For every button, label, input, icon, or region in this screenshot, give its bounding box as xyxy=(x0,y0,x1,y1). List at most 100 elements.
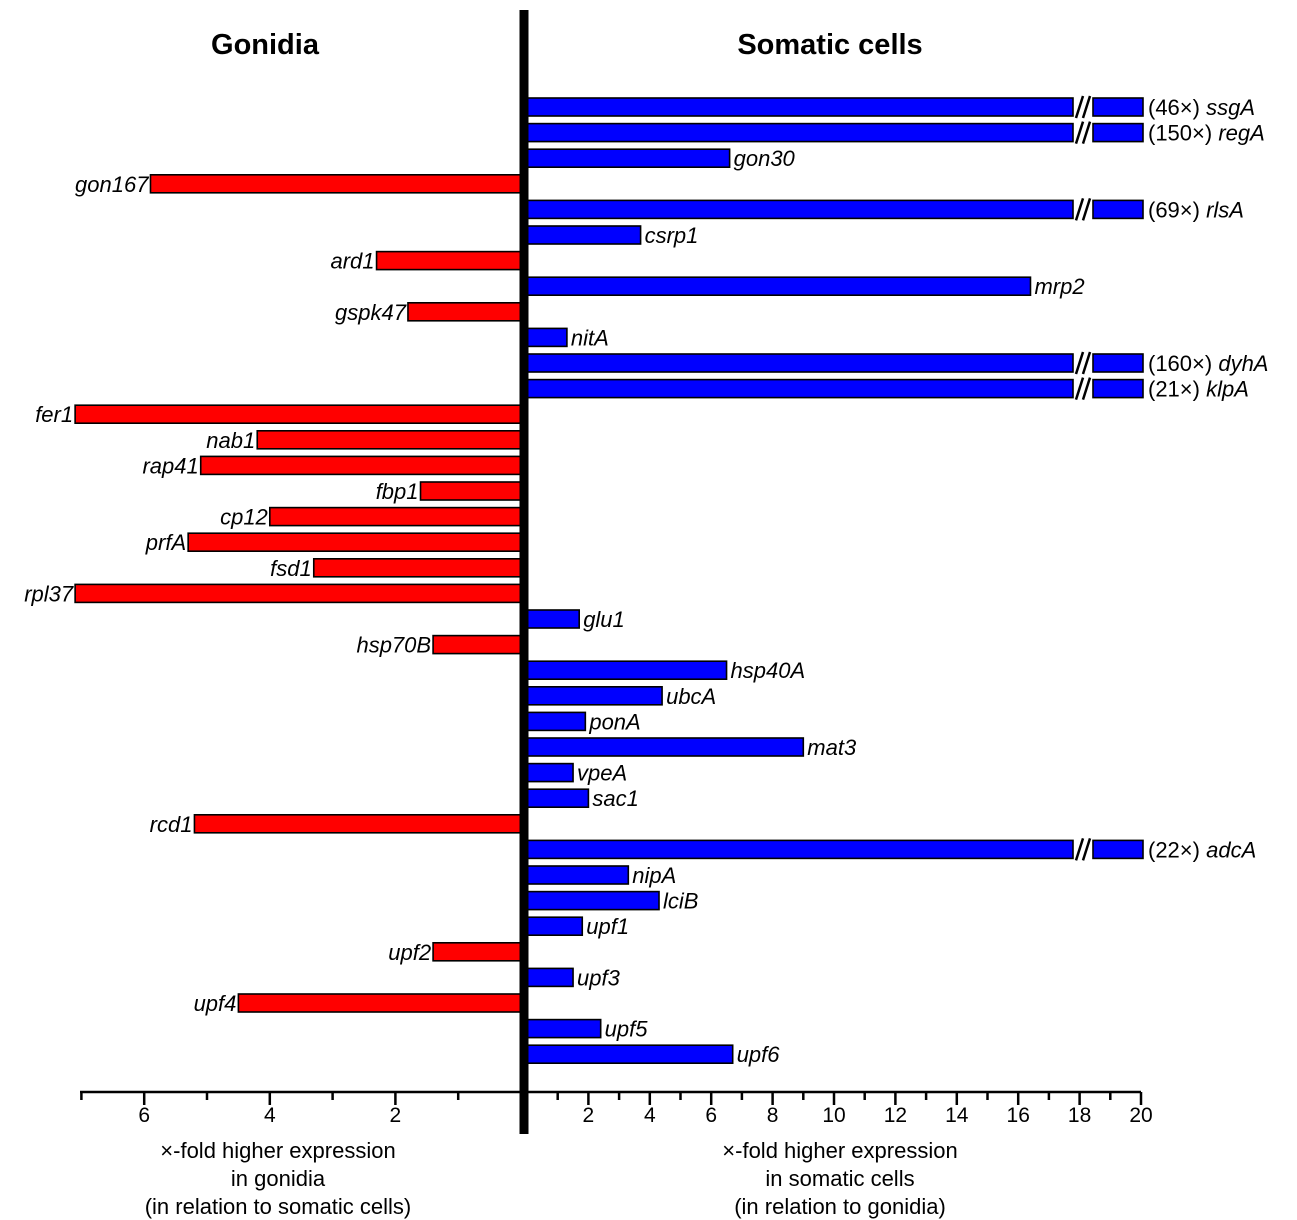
axis-break-mark xyxy=(1081,198,1092,221)
left-xlabel-line-2: in gonidia xyxy=(231,1166,326,1191)
gene-label-lciB: lciB xyxy=(663,889,698,914)
bar-dyhA-segment-2 xyxy=(1092,353,1144,373)
bar-row-ponA: ponA xyxy=(526,709,641,734)
gene-name: regA xyxy=(1218,121,1264,146)
left-panel-title: Gonidia xyxy=(211,29,320,61)
bar-row-prfA: prfA xyxy=(145,530,522,555)
gene-name: adcA xyxy=(1206,837,1256,862)
left-xlabel-line-3: (in relation to somatic cells) xyxy=(145,1194,412,1219)
gene-label-hsp40A: hsp40A xyxy=(731,658,806,683)
bar-csrp1 xyxy=(526,225,642,245)
axis-break-mark xyxy=(1081,95,1092,119)
right-xlabel-line-3: (in relation to gonidia) xyxy=(734,1194,946,1219)
bar-rap41 xyxy=(199,455,522,476)
right-tick-label: 20 xyxy=(1129,1104,1152,1127)
axis-break-mark xyxy=(1081,377,1092,400)
bar-gspk47 xyxy=(407,301,522,322)
bar-glu1 xyxy=(526,609,580,629)
right-tick-label: 10 xyxy=(822,1104,845,1127)
bar-nab1 xyxy=(256,429,522,450)
bar-row-upf5: upf5 xyxy=(526,1017,649,1042)
gene-label-vpeA: vpeA xyxy=(577,761,627,786)
bar-hsp70B xyxy=(432,634,522,655)
right-tick-label: 12 xyxy=(884,1104,907,1127)
gene-label-fer1: fer1 xyxy=(35,402,73,427)
right-tick-label: 16 xyxy=(1007,1104,1030,1127)
gene-label-adcA: (22×) adcA xyxy=(1148,837,1256,862)
gene-label-rap41: rap41 xyxy=(142,453,198,478)
right-tick-label: 6 xyxy=(705,1104,717,1127)
gene-label-dyhA: (160×) dyhA xyxy=(1148,351,1268,376)
gene-label-klpA: (21×) klpA xyxy=(1148,377,1249,402)
bar-sac1 xyxy=(526,788,590,809)
gene-label-regA: (150×) regA xyxy=(1148,121,1265,146)
right-tick-label: 8 xyxy=(767,1104,779,1127)
bar-prfA xyxy=(187,532,522,553)
bar-row-ard1: ard1 xyxy=(331,249,522,274)
bar-row-rpl37: rpl37 xyxy=(24,581,522,606)
bar-nipA xyxy=(526,865,630,885)
bar-row-upf4: upf4 xyxy=(194,991,522,1016)
bar-upf3 xyxy=(526,967,574,988)
right-tick-label: 2 xyxy=(583,1104,595,1127)
fold-note: (150×) xyxy=(1148,121,1218,146)
bar-cp12 xyxy=(268,506,522,527)
axis-break-mark xyxy=(1074,838,1085,861)
bar-row-rlsA: (69×) rlsA xyxy=(526,197,1244,222)
bar-mrp2 xyxy=(526,276,1032,297)
bar-rlsA-segment-2 xyxy=(1092,199,1144,220)
bar-row-nab1: nab1 xyxy=(206,428,522,453)
axis-break-mark xyxy=(1081,838,1092,861)
bar-vpeA xyxy=(526,762,574,783)
gene-label-ponA: ponA xyxy=(588,709,640,734)
bar-dyhA-segment-1 xyxy=(526,353,1074,373)
bar-upf4 xyxy=(237,993,522,1013)
axis-break-mark xyxy=(1074,377,1085,400)
bar-row-sac1: sac1 xyxy=(526,786,639,811)
bar-hsp40A xyxy=(526,660,728,681)
gene-label-ssgA: (46×) ssgA xyxy=(1148,95,1255,120)
left-tick-label: 6 xyxy=(138,1104,150,1127)
bar-row-mrp2: mrp2 xyxy=(526,274,1085,299)
axis-break-mark xyxy=(1074,95,1085,119)
gene-label-upf3: upf3 xyxy=(577,965,621,990)
bar-lciB xyxy=(526,890,660,911)
bar-nitA xyxy=(526,327,568,348)
gene-label-upf2: upf2 xyxy=(388,940,431,965)
bar-regA-segment-1 xyxy=(526,122,1074,143)
axis-break-mark xyxy=(1081,351,1092,375)
bar-row-klpA: (21×) klpA xyxy=(526,377,1249,402)
gene-label-rpl37: rpl37 xyxy=(24,581,74,606)
bar-row-gon30: gon30 xyxy=(526,146,796,171)
gene-label-nitA: nitA xyxy=(571,325,609,350)
bar-ssgA-segment-1 xyxy=(526,97,1074,117)
bar-mat3 xyxy=(526,737,805,757)
gene-label-mat3: mat3 xyxy=(807,735,857,760)
gene-label-sac1: sac1 xyxy=(592,786,638,811)
ticks-layer: 6 4 2 2 4 6 8 10 12 14 16 18 20 xyxy=(80,1092,1153,1127)
bar-row-upf2: upf2 xyxy=(388,940,522,965)
axis-break-mark xyxy=(1074,351,1085,375)
left-tick-label: 4 xyxy=(264,1104,276,1127)
gene-label-prfA: prfA xyxy=(145,530,186,555)
gene-label-ubcA: ubcA xyxy=(666,684,716,709)
gene-name: dyhA xyxy=(1218,351,1268,376)
bar-adcA-segment-1 xyxy=(526,839,1074,860)
right-xlabel-line-1: ×-fold higher expression xyxy=(722,1138,957,1163)
gene-label-upf6: upf6 xyxy=(737,1042,781,1067)
right-panel-title: Somatic cells xyxy=(737,29,922,61)
bar-row-fsd1: fsd1 xyxy=(270,556,522,581)
bar-row-mat3: mat3 xyxy=(526,735,857,760)
bar-gon167 xyxy=(149,174,522,194)
bar-row-dyhA: (160×) dyhA xyxy=(526,351,1268,376)
gene-name: ssgA xyxy=(1206,95,1255,120)
gene-label-cp12: cp12 xyxy=(220,505,268,530)
bar-gon30 xyxy=(526,148,731,168)
gene-label-ard1: ard1 xyxy=(331,249,375,274)
axis-break-mark xyxy=(1074,198,1085,221)
bar-ssgA-segment-2 xyxy=(1092,97,1144,117)
gene-label-upf5: upf5 xyxy=(605,1017,649,1042)
bar-row-hsp40A: hsp40A xyxy=(526,658,806,683)
gene-label-csrp1: csrp1 xyxy=(645,223,699,248)
bar-fbp1 xyxy=(419,481,522,501)
